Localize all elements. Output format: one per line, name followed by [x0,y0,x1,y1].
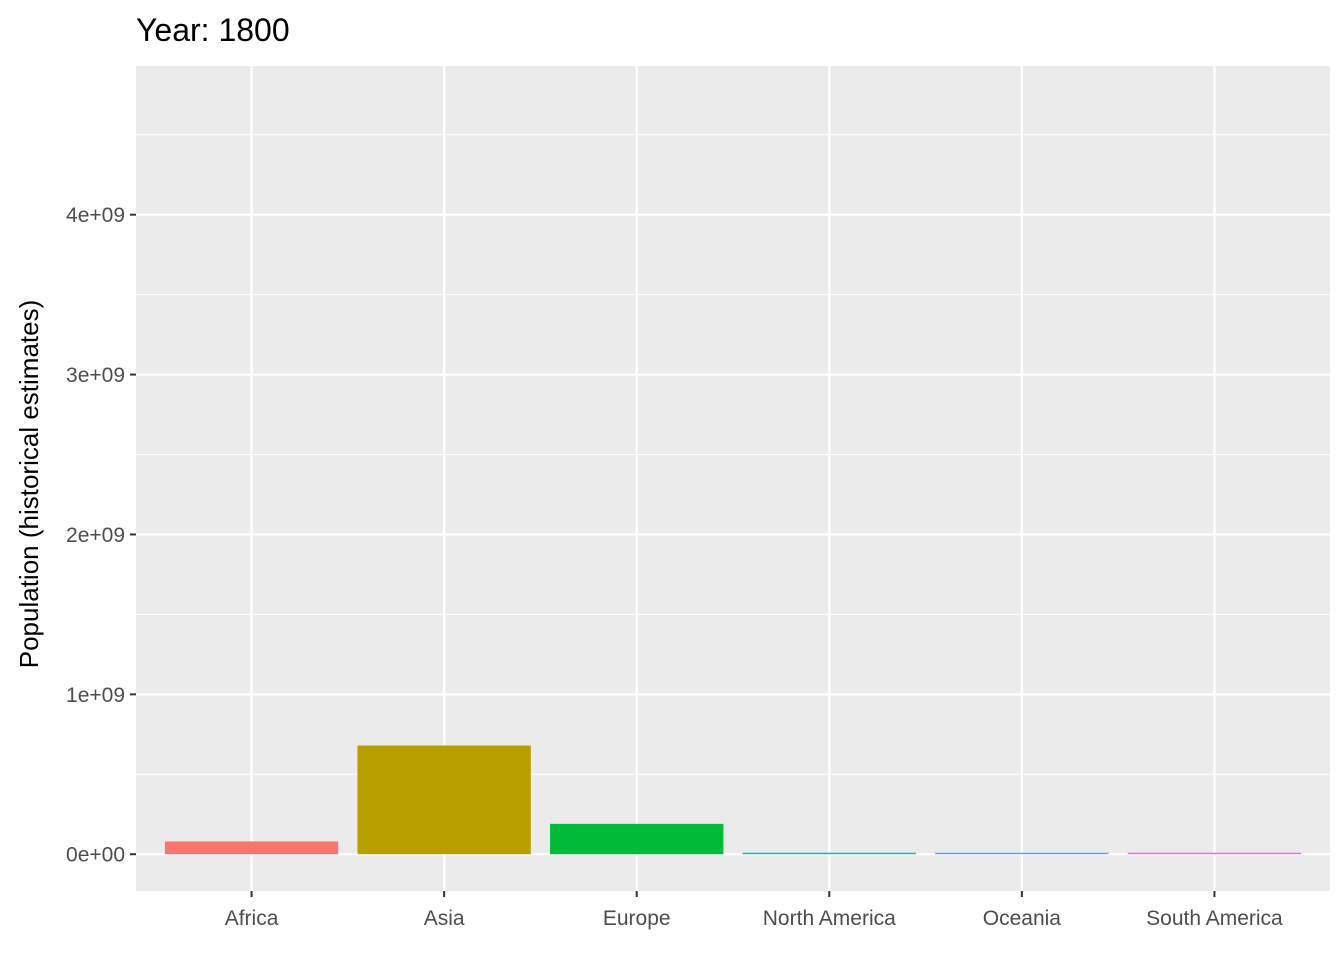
y-tick-label: 0e+00 [66,844,125,867]
y-tick-label: 2e+09 [66,524,125,547]
x-tick-label: North America [763,907,896,930]
chart-title: Year: 1800 [136,12,290,48]
x-tick-label: Europe [603,907,671,930]
x-tick-label: Africa [225,907,279,930]
minor-gridlines [136,134,1330,775]
bar-oceania [935,852,1109,855]
x-axis-ticks: Africa Asia Europe North America Oceania Sout… [225,891,1283,930]
y-tick-label: 4e+09 [66,204,125,227]
y-tick-label: 3e+09 [66,364,125,387]
bar-south-america [1127,852,1302,855]
bar-europe [550,823,724,855]
bar-asia [357,745,531,855]
y-tick-label: 1e+09 [66,684,125,707]
bar-north-america [742,852,916,855]
bars [164,745,1302,855]
plot-panel [136,66,1330,891]
x-tick-label: Oceania [983,907,1062,930]
x-tick-label: South America [1146,907,1283,930]
y-axis-ticks: 0e+00 1e+09 2e+09 3e+09 4e+09 [66,204,136,867]
y-axis-title: Population (historical estimates) [14,300,44,669]
bar-africa [164,841,339,855]
x-tick-label: Asia [424,907,465,930]
